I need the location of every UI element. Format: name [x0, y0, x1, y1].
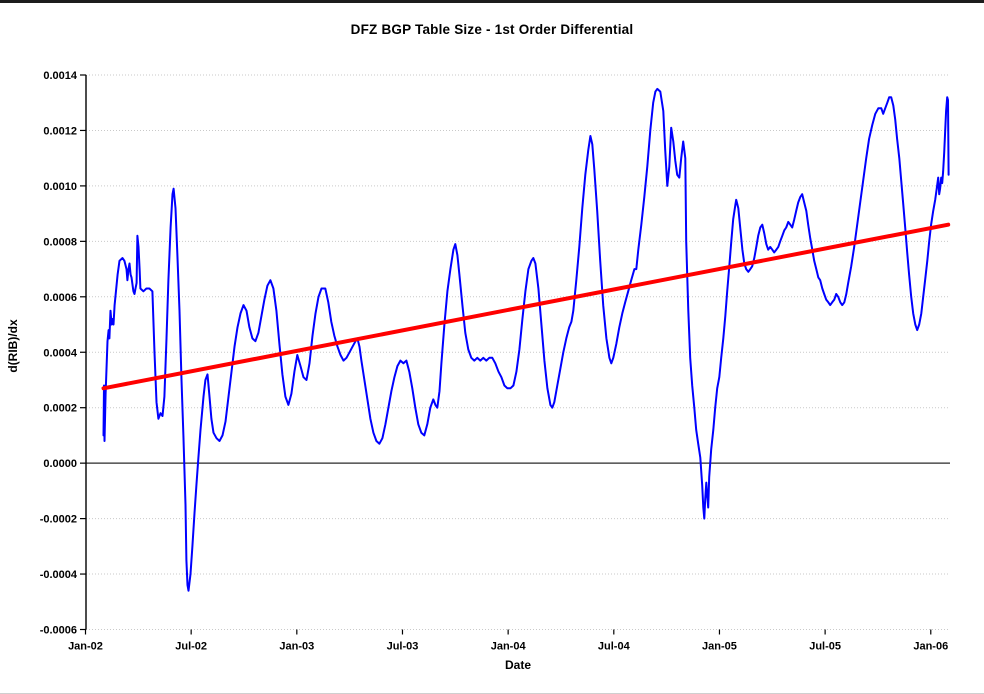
- x-axis-title: Date: [504, 658, 531, 672]
- x-tick-label: Jan-05: [702, 641, 737, 653]
- y-tick-label: 0.0008: [43, 236, 77, 248]
- x-tick-label: Jan-02: [68, 641, 103, 653]
- y-tick-label: -0.0004: [40, 569, 78, 581]
- red-linear-trendline: [101, 222, 951, 391]
- y-tick-label: -0.0006: [40, 625, 77, 637]
- x-tick-label: Jan-06: [913, 641, 948, 653]
- y-tick-label: 0.0006: [43, 292, 77, 304]
- x-tick-label: Jul-02: [175, 641, 207, 653]
- chart-title: DFZ BGP Table Size - 1st Order Different…: [350, 22, 634, 37]
- window-top-border: [0, 0, 984, 3]
- y-axis-title: d(RIB)/dx: [6, 319, 20, 373]
- x-tick-label: Jul-03: [387, 641, 419, 653]
- y-tick-label: -0.0002: [40, 514, 77, 526]
- y-tick-label: 0.0004: [43, 347, 78, 359]
- y-tick-label: 0.0010: [43, 181, 77, 193]
- x-tick-label: Jul-04: [598, 641, 631, 653]
- y-tick-label: 0.0012: [43, 125, 77, 137]
- y-tick-label: 0.0000: [43, 458, 77, 470]
- y-tick-label: 0.0014: [43, 70, 78, 82]
- blue-differential-series: [102, 87, 950, 592]
- x-tick-label: Jan-03: [279, 641, 314, 653]
- x-tick-label: Jul-05: [809, 641, 841, 653]
- y-tick-label: 0.0002: [43, 403, 77, 415]
- x-tick-label: Jan-04: [491, 641, 527, 653]
